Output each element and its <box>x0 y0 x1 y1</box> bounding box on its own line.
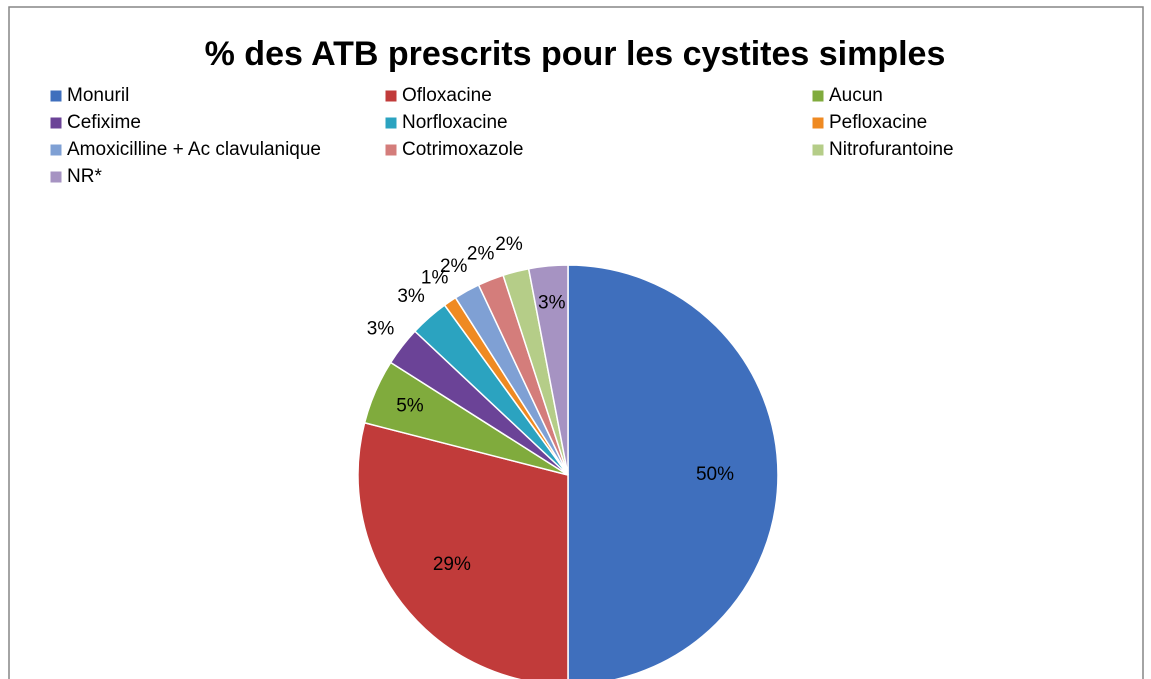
legend-label: Pefloxacine <box>829 112 927 133</box>
data-label: 1% <box>421 268 449 289</box>
legend-label: Cefixime <box>67 112 141 133</box>
data-label: 2% <box>440 256 468 277</box>
legend-swatch <box>811 116 825 130</box>
legend-swatch <box>384 89 398 103</box>
data-label: 3% <box>367 319 395 340</box>
legend-swatch <box>49 143 63 157</box>
legend-label: Cotrimoxazole <box>402 139 523 160</box>
pie-slice <box>567 264 779 679</box>
legend-label: Amoxicilline + Ac clavulanique <box>67 139 321 160</box>
data-label: 2% <box>495 234 523 255</box>
chart-title: % des ATB prescrits pour les cystites si… <box>205 35 946 73</box>
legend-swatch <box>384 143 398 157</box>
legend-swatch <box>49 116 63 130</box>
pie-slice <box>357 421 569 679</box>
legend-label: Ofloxacine <box>402 85 492 106</box>
data-label: 29% <box>433 554 471 575</box>
legend-swatch <box>384 116 398 130</box>
pie-slice <box>527 264 569 476</box>
data-label: 3% <box>397 286 425 307</box>
data-label: 2% <box>467 243 495 264</box>
data-label: 5% <box>396 396 424 417</box>
legend-label: NR* <box>67 166 102 187</box>
data-label: 50% <box>696 464 734 485</box>
legend-label: Monuril <box>67 85 129 106</box>
legend-swatch <box>811 89 825 103</box>
legend-swatch <box>49 89 63 103</box>
legend-label: Aucun <box>829 85 883 106</box>
legend-swatch <box>811 143 825 157</box>
legend-label: Nitrofurantoine <box>829 139 954 160</box>
legend-swatch <box>49 170 63 184</box>
data-label: 3% <box>538 293 566 314</box>
legend-label: Norfloxacine <box>402 112 508 133</box>
